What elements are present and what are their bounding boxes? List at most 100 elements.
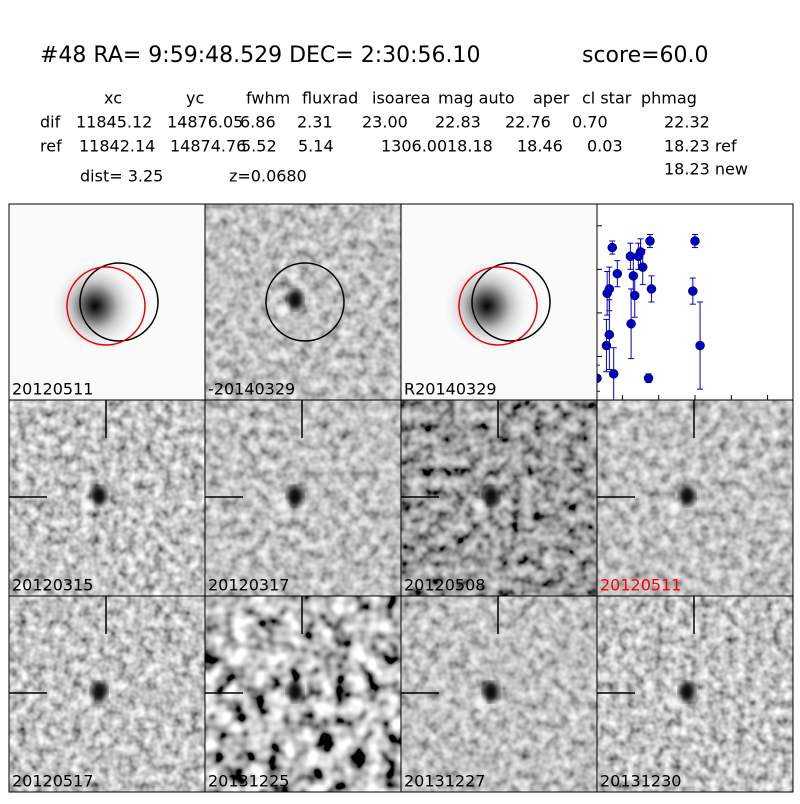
table-cell: 11845.12 <box>76 113 152 132</box>
noise <box>205 596 401 792</box>
point <box>604 284 615 294</box>
panel-label: -20140329 <box>208 380 295 399</box>
table-cell: 22.83 <box>435 113 481 132</box>
point <box>645 236 655 246</box>
noise <box>401 596 597 792</box>
plot-bg <box>596 203 794 401</box>
residual-dark <box>287 486 303 506</box>
image <box>205 400 401 596</box>
residual-dark <box>483 486 499 506</box>
residual-light <box>277 500 289 512</box>
residual-dark <box>483 682 499 702</box>
aperture-ref <box>458 266 538 346</box>
image-panel: 20120511 <box>596 399 794 597</box>
score: score=60.0 <box>582 43 709 68</box>
table-cell: 14876.05 <box>167 113 243 132</box>
residual-light <box>473 500 485 512</box>
panel-label: 20131230 <box>600 772 681 791</box>
image <box>401 204 597 400</box>
aperture <box>79 262 159 342</box>
residual-dark <box>679 682 695 702</box>
image-panel: 20120317 <box>204 399 402 597</box>
image <box>9 204 205 400</box>
image <box>205 596 401 792</box>
column-header: isoarea <box>372 89 430 108</box>
table-cell: 5.52 <box>241 137 277 156</box>
residual-dark <box>91 682 107 702</box>
residual-light <box>81 500 93 512</box>
noise <box>9 596 205 792</box>
noise <box>205 204 401 400</box>
panel-label: 20120315 <box>12 576 93 595</box>
image <box>597 400 793 596</box>
point <box>597 373 602 383</box>
point <box>635 247 646 257</box>
point <box>628 271 639 281</box>
column-header: phmag <box>641 89 697 108</box>
column-header: mag auto <box>438 89 515 108</box>
image-panel: -20140329 <box>204 203 402 401</box>
aperture <box>471 262 551 342</box>
point <box>608 369 619 379</box>
image <box>401 400 597 596</box>
point <box>637 262 648 272</box>
panel-frame <box>596 595 794 793</box>
noise <box>9 400 205 596</box>
noise <box>597 400 793 596</box>
table-cell: 18.18 <box>447 137 493 156</box>
image <box>9 596 205 792</box>
table-cell: dif <box>40 113 61 132</box>
table-cell: 18.46 <box>517 137 563 156</box>
table-cell: 11842.14 <box>79 137 155 156</box>
column-header: fwhm <box>246 89 290 108</box>
panel-label: 20120517 <box>12 772 93 791</box>
column-header: yc <box>186 89 204 108</box>
panel-label: 20120317 <box>208 576 289 595</box>
noise <box>205 400 401 596</box>
table-cell: 0.03 <box>587 137 623 156</box>
noise <box>401 400 597 596</box>
point <box>690 236 700 246</box>
aperture <box>265 262 345 342</box>
image-panel: 20120508 <box>400 399 598 597</box>
galaxy <box>50 261 140 351</box>
panel-label: 20120508 <box>404 576 485 595</box>
point <box>695 340 705 351</box>
image-panel: R20140329 <box>400 203 598 401</box>
image-panel: 20131230 <box>596 595 794 793</box>
point <box>607 242 617 253</box>
image <box>401 596 597 792</box>
lightcurve: -100-500501002223242526 <box>572 203 794 424</box>
table-cell: 6.86 <box>240 113 276 132</box>
panel-label: 20120511 <box>600 576 681 595</box>
residual-light <box>277 304 289 316</box>
table-cell: 23.00 <box>362 113 408 132</box>
panel-label: 20120511 <box>12 380 93 399</box>
galaxy <box>442 261 532 351</box>
column-header: aper <box>533 89 570 108</box>
panel-label: 20131225 <box>208 772 289 791</box>
table-cell: 18.23 ref <box>664 137 737 156</box>
residual-light <box>473 696 485 708</box>
redshift: z=0.0680 <box>229 167 307 186</box>
residual-light <box>669 500 681 512</box>
table-cell: 0.70 <box>572 113 608 132</box>
column-header: xc <box>104 89 122 108</box>
column-header: fluxrad <box>302 89 358 108</box>
image-panel: 20120511 <box>8 203 206 401</box>
point <box>601 340 612 351</box>
panel-label: R20140329 <box>404 380 497 399</box>
residual-dark <box>91 486 107 506</box>
table-cell: 14874.76 <box>170 137 246 156</box>
image <box>9 400 205 596</box>
residual-dark <box>679 486 695 506</box>
image-panel: 20131227 <box>400 595 598 793</box>
table-cell: 22.32 <box>664 113 710 132</box>
aperture-ref <box>66 266 146 346</box>
image <box>597 596 793 792</box>
table-cell: 2.31 <box>297 113 333 132</box>
residual-light <box>669 696 681 708</box>
point <box>604 329 615 340</box>
